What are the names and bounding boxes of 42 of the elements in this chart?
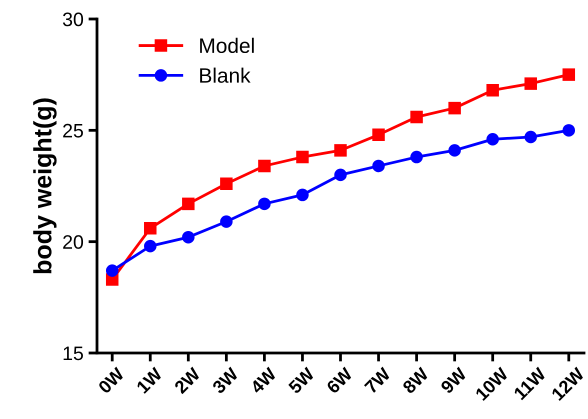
point <box>524 77 537 90</box>
point <box>182 198 195 210</box>
point <box>562 124 576 137</box>
x-tick-label: 5W <box>288 366 316 394</box>
legend-label: Blank <box>200 68 251 83</box>
point <box>372 128 385 142</box>
legend-label: Model <box>200 38 254 54</box>
point <box>334 144 347 157</box>
point <box>486 84 499 97</box>
x-tick-label: 2W <box>174 366 202 394</box>
point <box>448 102 461 114</box>
point <box>258 160 271 172</box>
x-tick-label: 6W <box>326 366 354 394</box>
y-tick-label: 30 <box>62 12 84 26</box>
point <box>144 240 157 252</box>
y-axis-title: body weight(g) <box>33 98 57 274</box>
point <box>296 188 309 202</box>
point <box>296 150 309 164</box>
point <box>486 132 499 146</box>
y-tick-label: 15 <box>64 346 83 360</box>
point <box>410 150 423 164</box>
x-tick-label: 8W <box>402 366 430 394</box>
point <box>106 264 118 277</box>
point <box>334 168 347 182</box>
point <box>372 160 385 172</box>
x-tick-label: 4W <box>250 366 278 394</box>
point <box>144 222 157 235</box>
point <box>220 215 233 228</box>
y-tick-label: 25 <box>63 124 83 138</box>
x-tick-label: 1W <box>136 366 164 394</box>
x-tick-label: 0W <box>98 366 126 394</box>
point <box>410 110 423 124</box>
point <box>448 144 461 157</box>
point <box>562 68 576 81</box>
point <box>220 178 233 190</box>
y-tick-label: 20 <box>63 235 84 249</box>
point <box>524 130 537 144</box>
x-tick-label: 9W <box>440 366 468 394</box>
point <box>182 230 195 244</box>
x-tick-label: 7W <box>364 366 392 394</box>
point <box>258 198 271 210</box>
x-tick-label: 3W <box>211 366 240 394</box>
